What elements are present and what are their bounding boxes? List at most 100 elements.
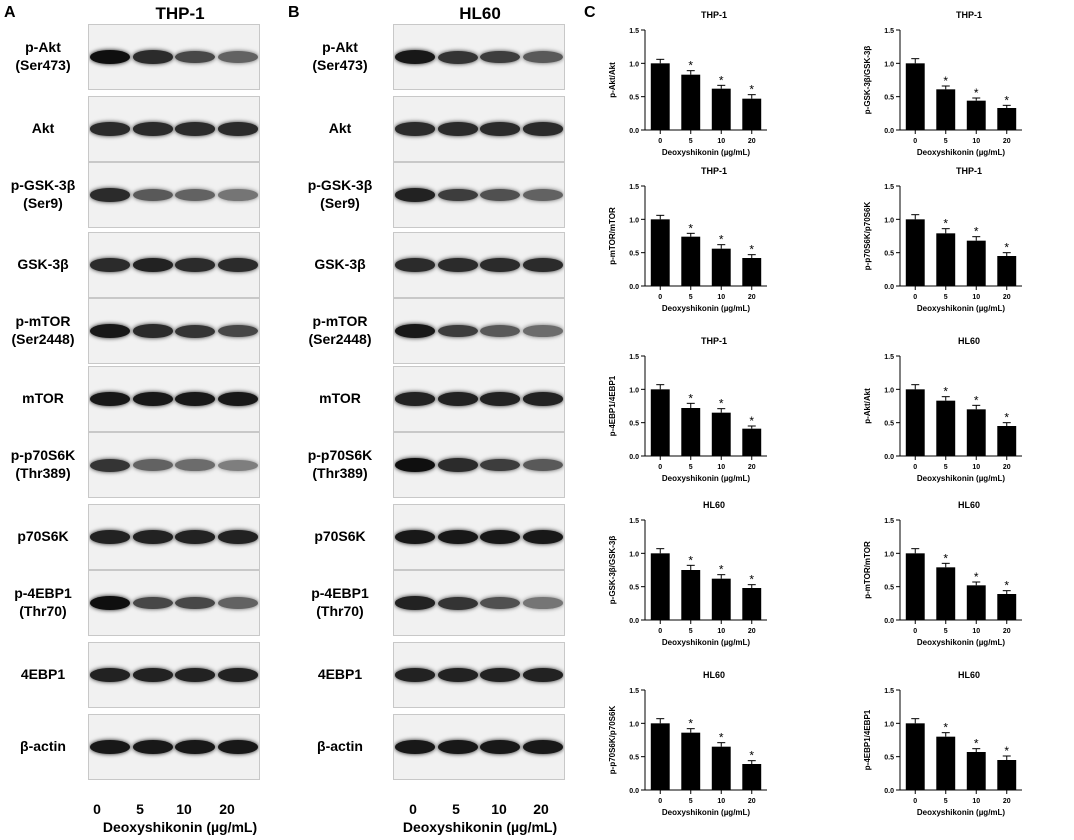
blot-band xyxy=(522,530,563,544)
bar xyxy=(742,764,762,790)
x-tick-label: 0 xyxy=(913,464,917,471)
y-tick-label: 1.5 xyxy=(884,354,894,361)
significance-star: * xyxy=(943,74,948,88)
significance-star: * xyxy=(974,393,979,407)
blot-label-hl60-6: p-p70S6K (Thr389) xyxy=(290,446,390,482)
blot-label-line: p-4EBP1 xyxy=(311,585,369,601)
blot-label-line: (Thr389) xyxy=(312,465,368,481)
blot-label-thp1-0: p-Akt (Ser473) xyxy=(0,38,86,74)
y-axis-label: p-Akt/Akt xyxy=(608,62,617,98)
blot-label-line: GSK-3β xyxy=(17,256,69,272)
lane-label-hl60-20: 20 xyxy=(533,801,549,817)
blot-label-thp1-5: mTOR xyxy=(0,389,86,407)
blot-band xyxy=(395,258,436,272)
bar xyxy=(997,594,1017,620)
blot-label-line: 4EBP1 xyxy=(317,666,363,682)
blot-band xyxy=(217,122,258,136)
significance-star: * xyxy=(688,553,693,567)
blot-band xyxy=(132,459,173,471)
y-tick-label: 1.5 xyxy=(629,28,639,35)
blot-strip-thp1-2 xyxy=(88,162,260,228)
chart-title: HL60 xyxy=(703,670,725,680)
blot-band xyxy=(217,392,258,406)
x-tick-label: 10 xyxy=(717,798,725,805)
blot-band xyxy=(522,597,563,609)
blot-band xyxy=(480,258,521,272)
chart-title: THP-1 xyxy=(701,336,727,346)
blot-band xyxy=(522,740,563,754)
blot-xlabel-hl60: Deoxyshikonin (µg/mL) xyxy=(402,819,558,835)
blot-label-line: (Ser473) xyxy=(15,57,71,73)
blot-label-line: (Ser473) xyxy=(312,57,368,73)
blot-label-line: (Ser9) xyxy=(23,195,63,211)
blot-strip-hl60-9 xyxy=(393,642,565,708)
blot-band xyxy=(175,324,216,338)
y-tick-label: 1.0 xyxy=(884,217,894,224)
significance-star: * xyxy=(719,73,724,87)
bar xyxy=(742,588,762,620)
blot-band xyxy=(90,392,131,406)
significance-star: * xyxy=(719,563,724,577)
x-tick-label: 20 xyxy=(1003,138,1011,145)
blot-band xyxy=(217,51,258,63)
blot-band xyxy=(175,459,216,471)
y-tick-label: 1.5 xyxy=(629,184,639,191)
x-tick-label: 5 xyxy=(944,798,948,805)
blot-band xyxy=(90,188,131,202)
significance-star: * xyxy=(688,221,693,235)
x-axis-label: Deoxyshikonin (µg/mL) xyxy=(662,808,751,817)
x-axis-label: Deoxyshikonin (µg/mL) xyxy=(662,474,751,483)
y-tick-label: 1.0 xyxy=(629,551,639,558)
significance-star: * xyxy=(688,391,693,405)
bar xyxy=(681,408,701,456)
blot-band xyxy=(90,530,131,544)
bar xyxy=(742,428,762,456)
blot-strip-hl60-2 xyxy=(393,162,565,228)
y-tick-label: 1.0 xyxy=(884,61,894,68)
blot-label-line: p-mTOR xyxy=(15,313,71,329)
y-axis-label: p-GSK-3β/GSK-3β xyxy=(608,536,617,605)
y-tick-label: 0.5 xyxy=(884,421,894,428)
blot-band xyxy=(522,325,563,337)
x-tick-label: 0 xyxy=(658,294,662,301)
bar xyxy=(936,89,956,130)
blot-band xyxy=(480,188,521,202)
bar xyxy=(966,240,986,286)
y-tick-label: 0.5 xyxy=(629,251,639,258)
bar xyxy=(966,585,986,620)
significance-star: * xyxy=(943,721,948,735)
blot-label-thp1-4: p-mTOR (Ser2448) xyxy=(0,312,86,348)
blot-label-line: Akt xyxy=(31,120,55,136)
bar xyxy=(711,578,731,620)
blot-band xyxy=(437,740,478,754)
blot-label-line: (Ser9) xyxy=(320,195,360,211)
bar xyxy=(905,63,925,131)
blot-band xyxy=(480,740,521,754)
bar xyxy=(905,553,925,620)
x-tick-label: 20 xyxy=(748,294,756,301)
chart-title: THP-1 xyxy=(956,10,982,20)
blot-label-thp1-2: p-GSK-3β (Ser9) xyxy=(0,176,86,212)
x-tick-label: 0 xyxy=(913,294,917,301)
x-tick-label: 0 xyxy=(658,464,662,471)
blot-strip-thp1-6 xyxy=(88,432,260,498)
bar xyxy=(966,409,986,456)
blot-label-line: p-mTOR xyxy=(312,313,368,329)
bar xyxy=(650,723,670,790)
blot-band xyxy=(395,740,436,754)
blot-band xyxy=(217,668,258,682)
chart-title: THP-1 xyxy=(701,10,727,20)
y-tick-label: 0.5 xyxy=(629,421,639,428)
blot-strip-hl60-10 xyxy=(393,714,565,780)
lane-label-thp1-10: 10 xyxy=(176,801,192,817)
bar xyxy=(681,732,701,790)
x-axis-label: Deoxyshikonin (µg/mL) xyxy=(662,148,751,157)
bar xyxy=(905,219,925,286)
significance-star: * xyxy=(974,737,979,751)
blot-band xyxy=(217,459,258,471)
bar xyxy=(936,233,956,286)
blot-band xyxy=(217,324,258,338)
blot-strip-hl60-0 xyxy=(393,24,565,90)
chart-title: THP-1 xyxy=(956,166,982,176)
blot-band xyxy=(480,122,521,136)
